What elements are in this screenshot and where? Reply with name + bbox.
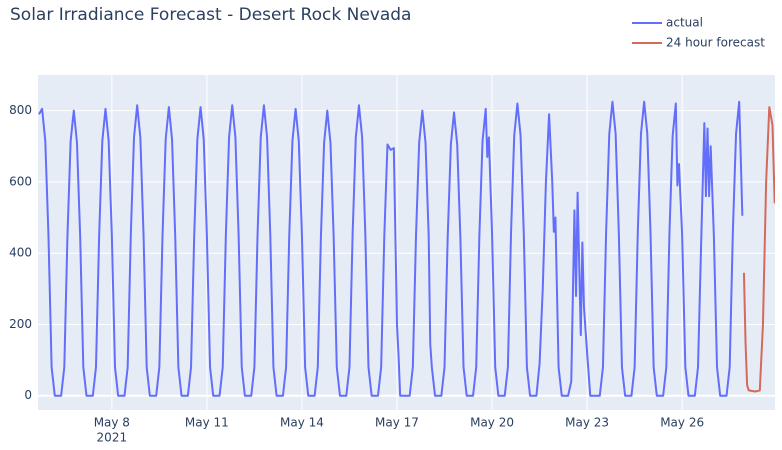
x-tick-label: May 14 xyxy=(280,416,324,430)
y-tick-label: 200 xyxy=(9,317,32,331)
y-tick-label: 600 xyxy=(9,174,32,188)
y-tick-label: 800 xyxy=(9,103,32,117)
legend-label: 24 hour forecast xyxy=(666,36,765,50)
x-tick-label: May 20 xyxy=(470,416,514,430)
x-tick-label: May 11 xyxy=(185,416,229,430)
chart-title: Solar Irradiance Forecast - Desert Rock … xyxy=(10,5,411,25)
series-line xyxy=(742,106,775,393)
x-tick-label: May 23 xyxy=(565,416,609,430)
y-tick-label: 400 xyxy=(9,246,32,260)
y-tick-label: 0 xyxy=(24,388,32,402)
x-tick-label: May 17 xyxy=(375,416,419,430)
plot-area xyxy=(38,75,775,410)
x-tick-label: May 8 xyxy=(94,416,130,430)
x-tick-year: 2021 xyxy=(97,431,128,445)
series-line xyxy=(38,100,744,397)
legend-label: actual xyxy=(666,16,703,30)
x-tick-label: May 26 xyxy=(660,416,704,430)
